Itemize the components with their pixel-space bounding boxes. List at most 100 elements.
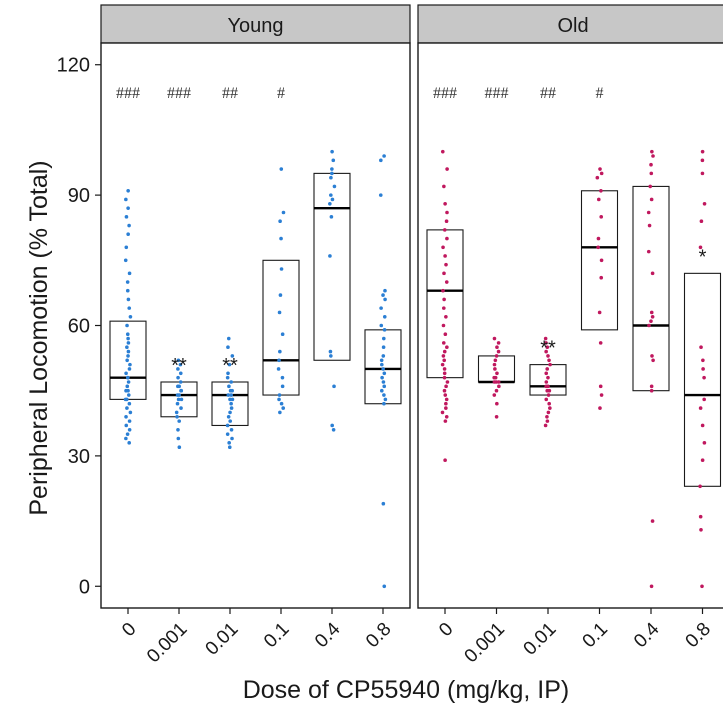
data-point <box>379 323 384 328</box>
strip-label: Young <box>228 15 284 37</box>
data-point <box>124 371 128 376</box>
data-point <box>545 345 550 350</box>
data-point <box>228 397 232 402</box>
data-point <box>330 149 334 154</box>
data-point <box>229 401 233 406</box>
panel-frame <box>417 42 723 609</box>
data-point <box>279 167 284 171</box>
data-point <box>279 236 283 241</box>
data-point <box>124 423 129 428</box>
data-point <box>647 223 652 228</box>
data-point <box>700 458 705 463</box>
data-point <box>382 384 387 389</box>
data-point <box>125 384 130 389</box>
data-point <box>127 223 131 228</box>
data-point <box>701 367 705 371</box>
data-point <box>175 414 179 419</box>
data-point <box>546 410 551 415</box>
y-axis: 0 30 60 90 120 <box>57 55 101 598</box>
data-point <box>127 441 132 445</box>
data-point <box>382 154 386 158</box>
data-point <box>442 297 446 302</box>
data-point <box>647 323 651 328</box>
data-point <box>126 232 130 237</box>
data-point <box>277 393 282 397</box>
data-point <box>494 414 499 419</box>
data-point <box>125 288 130 293</box>
data-point <box>125 280 130 284</box>
data-point <box>440 149 445 154</box>
data-point <box>126 341 131 345</box>
data-point <box>599 188 603 193</box>
data-point <box>598 384 603 389</box>
data-point <box>328 202 332 206</box>
data-point <box>546 375 550 380</box>
data-point <box>444 384 448 389</box>
significance-hash: # <box>277 85 285 102</box>
data-point <box>379 388 384 393</box>
data-point <box>646 210 651 215</box>
data-point <box>650 354 654 358</box>
data-point <box>544 397 549 402</box>
data-point <box>329 354 333 358</box>
data-point <box>492 336 497 341</box>
data-point <box>442 367 447 371</box>
data-point <box>179 388 183 393</box>
data-point <box>331 428 336 432</box>
data-point <box>226 371 230 376</box>
data-point <box>277 358 281 363</box>
data-point <box>546 354 550 358</box>
x-tick-label: 0.001 <box>143 619 191 667</box>
data-point <box>328 349 333 354</box>
data-point <box>495 371 499 376</box>
data-point <box>226 393 231 397</box>
data-point <box>546 393 551 397</box>
strip-header <box>100 4 411 44</box>
data-point <box>545 414 549 419</box>
data-point <box>649 171 654 176</box>
data-point <box>700 158 705 163</box>
data-point <box>279 267 284 271</box>
data-point <box>442 375 447 380</box>
data-point <box>381 501 386 506</box>
data-point <box>124 436 128 441</box>
x-tick-label: 0.001 <box>461 619 509 667</box>
data-point <box>543 336 548 341</box>
data-point <box>226 336 231 341</box>
y-tick-label: 0 <box>79 576 90 598</box>
data-point <box>227 441 231 445</box>
data-point <box>443 458 447 463</box>
data-point <box>443 202 447 206</box>
data-point <box>177 419 181 423</box>
data-point <box>330 167 334 171</box>
data-point <box>330 423 334 428</box>
data-point <box>381 380 386 384</box>
data-point <box>125 432 130 436</box>
data-point <box>277 310 282 315</box>
data-point <box>698 406 703 410</box>
x-tick-label: 0 <box>435 619 457 641</box>
data-point <box>380 362 384 367</box>
data-point <box>279 401 284 406</box>
data-point <box>493 367 497 371</box>
data-point <box>176 397 181 402</box>
data-point <box>701 358 705 363</box>
data-point <box>176 436 181 441</box>
y-tick-label: 30 <box>68 446 90 468</box>
data-point <box>702 202 707 206</box>
data-point <box>280 384 285 389</box>
panel-young: Young ### 0 ### ** 0.001 ## ** 0.01 #0.1 0.4 0.8 <box>100 4 411 667</box>
data-point <box>128 315 133 319</box>
data-point <box>379 158 383 163</box>
data-point <box>178 362 183 367</box>
data-point <box>382 584 387 589</box>
data-point <box>126 393 131 397</box>
data-point <box>548 406 552 410</box>
data-point <box>126 206 130 210</box>
data-point <box>125 332 130 336</box>
data-point <box>698 514 703 519</box>
data-point <box>492 380 497 384</box>
data-point <box>229 428 234 432</box>
data-point <box>381 336 386 341</box>
data-point <box>445 210 449 215</box>
